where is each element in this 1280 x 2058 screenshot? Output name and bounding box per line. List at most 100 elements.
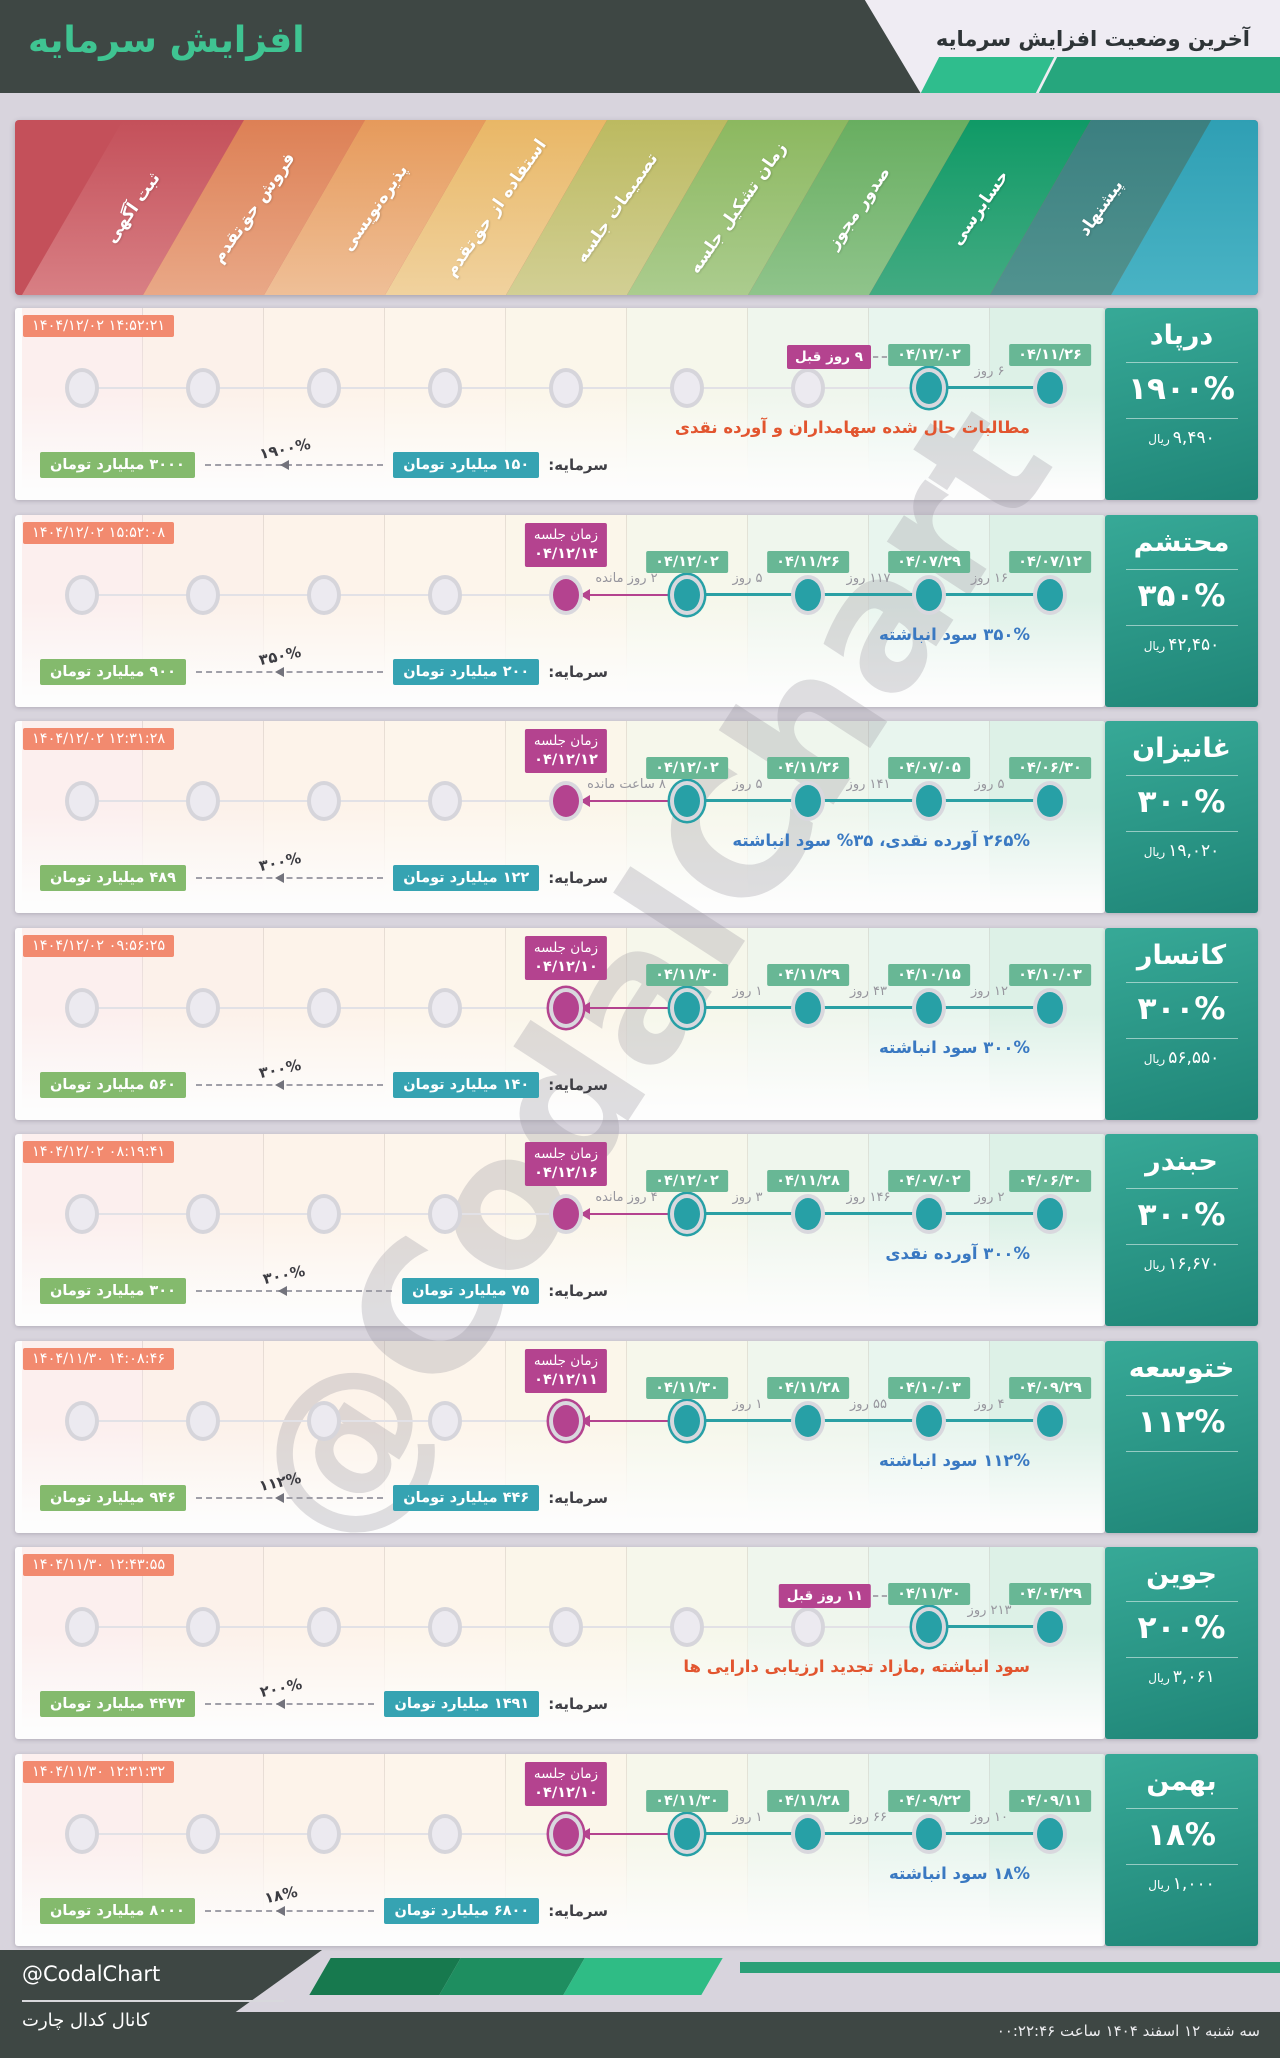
event-date-badge: ۰۴/۱۲/۰۲ <box>646 757 728 779</box>
description: ۳۰۰% سود انباشته <box>878 1038 1030 1057</box>
timeline-dot <box>428 781 462 821</box>
company-percent: ۳۰۰% <box>1137 1197 1226 1233</box>
timeline-dot <box>1033 368 1067 408</box>
arrow-head-icon <box>274 1080 284 1090</box>
footer-divider <box>22 2000 284 2002</box>
card-divider <box>1125 1188 1238 1189</box>
company-name: ختوسعه <box>1128 1353 1235 1384</box>
days-ago-badge: ۹ روز قبل <box>787 345 871 369</box>
company-percent: ۲۰۰% <box>1137 1610 1226 1646</box>
meeting-label: زمان جلسه <box>533 940 599 956</box>
timestamp-badge: ۱۴۰۴/۱۲/۰۲ ۰۹:۵۶:۲۵ <box>23 935 175 957</box>
gap-label: ۱ روز <box>732 984 763 999</box>
arrow-head-icon <box>276 1906 286 1916</box>
company-row: ۰۴/۰۷/۱۲ ۰۴/۰۷/۲۹ ۰۴/۱۱/۲۶ ۰۴/۱۲/۰۲ زمان جلس… <box>15 515 1258 707</box>
price-unit: ریال <box>1143 845 1166 859</box>
timeline-dot <box>912 575 946 615</box>
event-date-badge: ۰۴/۱۱/۳۰ <box>888 1583 970 1605</box>
company-card: بهمن ۱۸% ۱,۰۰۰ریال <box>1105 1754 1258 1946</box>
meeting-label: زمان جلسه <box>533 733 599 749</box>
meeting-arrow-line <box>580 800 673 802</box>
capital-from-badge: ۱۴۹۱ میلیارد تومان <box>384 1691 540 1717</box>
company-card: حبندر ۳۰۰% ۱۶,۶۷۰ریال <box>1105 1134 1258 1326</box>
timeline-dot <box>65 1814 99 1854</box>
timeline-dot <box>1033 1194 1067 1234</box>
timestamp-badge: ۱۴۰۴/۱۱/۳۰ ۱۴:۰۸:۴۶ <box>23 1348 175 1370</box>
capital-from-badge: ۶۸۰۰ میلیارد تومان <box>384 1898 540 1924</box>
event-date-badge: ۰۴/۰۹/۲۹ <box>1009 1377 1091 1399</box>
price-unit: ریال <box>1143 1052 1166 1066</box>
description: سود انباشته ,مازاد تجدید ارزیابی دارایی … <box>683 1657 1030 1676</box>
timeline-dot <box>65 368 99 408</box>
timestamp-badge: ۱۴۰۴/۱۲/۰۲ ۱۲:۳۱:۲۸ <box>23 728 175 750</box>
capital-arrow: ۱۱۲% <box>195 1469 384 1503</box>
timeline-dot <box>186 1194 220 1234</box>
timeline-progress-line <box>687 1832 1050 1835</box>
meeting-arrow-line <box>580 1420 673 1422</box>
footer-bar <box>0 2012 1280 2058</box>
capital-row: ۸۰۰۰ میلیارد تومان ۱۸% ۶۸۰۰ میلیارد تومان س… <box>40 1883 608 1928</box>
company-card: جوین ۲۰۰% ۳,۰۶۱ریال <box>1105 1547 1258 1739</box>
capital-label: سرمایه: <box>548 869 608 887</box>
timeline-dot <box>549 575 583 615</box>
card-divider <box>1125 1451 1238 1452</box>
ago-connector <box>873 356 887 358</box>
timeline-progress-line <box>687 799 1050 802</box>
capital-label: سرمایه: <box>548 1695 608 1713</box>
description: ۱۱۲% سود انباشته <box>878 1451 1030 1470</box>
capital-row: ۴۸۹ میلیارد تومان ۳۰۰% ۱۲۲ میلیارد تومان سر… <box>40 849 608 895</box>
event-date-badge: ۰۴/۱۰/۰۳ <box>1009 964 1091 986</box>
timestamp-badge: ۱۴۰۴/۱۲/۰۲ ۱۵:۵۲:۰۸ <box>23 522 175 544</box>
arrow-head-icon <box>274 873 284 883</box>
stage-banner: ثبت آگهی فروش حق‌تقدم پذیره‌نویسی استفاده ا… <box>15 120 1258 295</box>
gap-label: ۴ روز <box>974 1397 1005 1412</box>
meeting-badge: زمان جلسه ۰۴/۱۲/۱۴ <box>524 523 608 568</box>
arrow-head-icon <box>278 1286 288 1296</box>
footer-channel: کانال کدال چارت <box>22 2010 150 2031</box>
card-divider <box>1125 1864 1238 1865</box>
card-divider <box>1125 418 1238 419</box>
capital-label: سرمایه: <box>548 663 608 681</box>
arrow-left-icon <box>580 1828 590 1840</box>
timeline-dot <box>670 575 704 615</box>
capital-row: ۴۴۷۳ میلیارد تومان ۲۰۰% ۱۴۹۱ میلیارد تومان… <box>40 1675 608 1721</box>
event-date-badge: ۰۴/۰۹/۱۱ <box>1009 1790 1091 1812</box>
company-percent: ۱۹۰۰% <box>1128 371 1235 407</box>
capital-to-badge: ۹۰۰ میلیارد تومان <box>40 659 186 685</box>
company-name: غانیزان <box>1132 733 1231 764</box>
timeline-panel: ۰۴/۱۱/۲۶ ۰۴/۱۲/۰۲ ۹ روز قبل ۶ روز ۱۴۰۴/۱۲/۰۲… <box>15 308 1105 500</box>
gap-label: ۵ روز <box>974 777 1005 792</box>
timeline-dot <box>1033 781 1067 821</box>
capital-arrow: ۱۹۰۰% <box>204 435 384 470</box>
company-name: بهمن <box>1146 1766 1217 1797</box>
timeline-dot <box>186 1401 220 1441</box>
capital-label: سرمایه: <box>548 1489 608 1507</box>
meeting-arrow-line <box>580 594 673 596</box>
capital-arrow: ۳۵۰% <box>195 643 384 677</box>
timeline-dot <box>307 781 341 821</box>
timeline-dot <box>670 1401 704 1441</box>
timeline-dot <box>549 781 583 821</box>
arrow-left-icon <box>580 1208 590 1220</box>
company-percent: ۳۰۰% <box>1137 991 1226 1027</box>
description: ۳۰۰% آورده نقدی <box>885 1244 1030 1263</box>
card-divider <box>1125 982 1238 983</box>
capital-arrow: ۳۰۰% <box>195 1056 384 1090</box>
timeline-dot <box>912 1607 946 1647</box>
timeline-dot <box>428 1194 462 1234</box>
timeline-dot <box>912 368 946 408</box>
stage-label: پذیره‌نویسی <box>337 160 413 255</box>
company-card: غانیزان ۳۰۰% ۱۹,۰۲۰ریال <box>1105 721 1258 913</box>
company-row: ۰۴/۰۶/۳۰ ۰۴/۰۷/۰۵ ۰۴/۱۱/۲۶ ۰۴/۱۲/۰۲ زمان جلس… <box>15 721 1258 913</box>
price-unit: ریال <box>1148 1671 1170 1685</box>
company-name: درپاد <box>1149 320 1214 351</box>
meeting-badge: زمان جلسه ۰۴/۱۲/۱۰ <box>524 936 608 981</box>
capital-arrow: ۳۰۰% <box>195 849 384 883</box>
stage-label: حسابرسی <box>946 166 1014 249</box>
event-date-badge: ۰۴/۰۹/۲۲ <box>888 1790 970 1812</box>
timeline-panel: ۰۴/۰۷/۱۲ ۰۴/۰۷/۲۹ ۰۴/۱۱/۲۶ ۰۴/۱۲/۰۲ زمان جلس… <box>15 515 1105 707</box>
event-date-badge: ۰۴/۱۱/۲۶ <box>767 551 849 573</box>
price-value: ۱۹,۰۲۰ <box>1168 841 1220 861</box>
gap-label: ۱۶ روز <box>971 571 1008 586</box>
capital-from-badge: ۷۵ میلیارد تومان <box>402 1278 540 1304</box>
